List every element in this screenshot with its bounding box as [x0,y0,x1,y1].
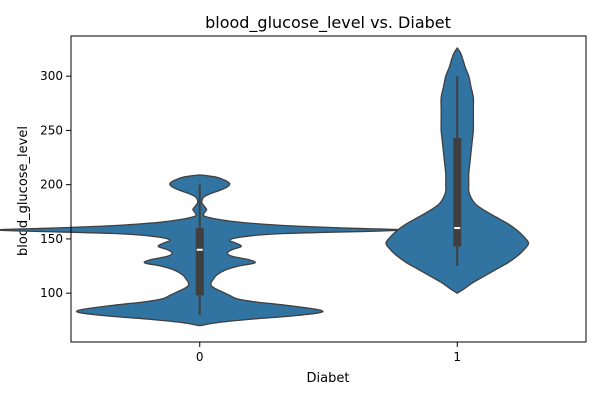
y-axis-label: blood_glucose_level [16,126,31,256]
plot-frame [70,35,587,343]
x-axis-label: Diabet [307,371,350,386]
y-tick-label-150: 150 [40,232,63,246]
violin-box-0 [195,228,204,296]
plot-area [0,47,530,327]
violin-box-1 [453,138,462,247]
axes: 100 150 200 250 300 0 1 [40,69,461,364]
y-tick-label-100: 100 [40,286,63,300]
y-tick-label-200: 200 [40,178,63,192]
x-tick-label-0: 0 [196,350,204,364]
y-tick-label-300: 300 [40,69,63,83]
chart-title: blood_glucose_level vs. Diabet [205,13,451,33]
x-tick-label-1: 1 [453,350,461,364]
y-tick-label-250: 250 [40,123,63,137]
